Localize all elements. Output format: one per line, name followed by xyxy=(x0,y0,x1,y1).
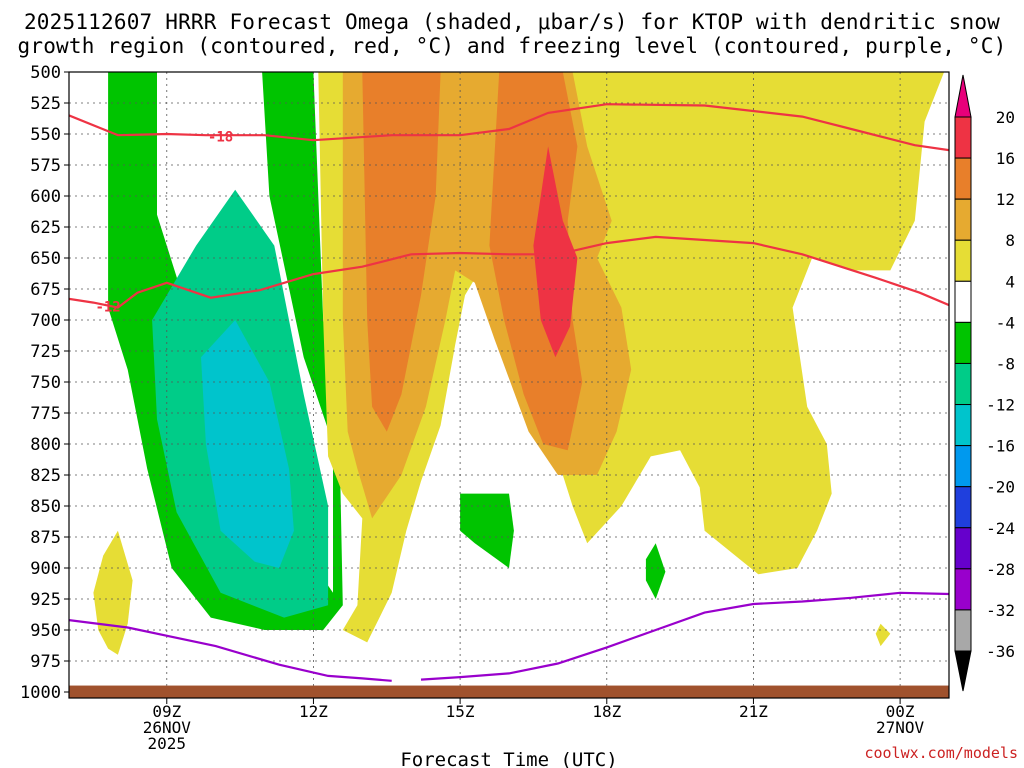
temperature-contours: -18 -12 xyxy=(69,103,949,682)
chart-title-line2: growth region (contoured, red, °C) and f… xyxy=(17,34,1007,58)
ground-surface xyxy=(69,685,949,698)
chart-title-line1: 2025112607 HRRR Forecast Omega (shaded, … xyxy=(23,10,1001,34)
y-tick-label: 525 xyxy=(30,94,61,114)
x-tick-label: 2025 xyxy=(148,734,187,753)
omega-region-7 xyxy=(533,146,578,358)
y-tick-label: 1000 xyxy=(20,683,61,703)
colorbar-swatch xyxy=(954,527,972,570)
contour-label: -18 xyxy=(208,129,233,145)
contour-freezing_level_0_b xyxy=(420,591,949,681)
colorbar-level-label: -36 xyxy=(986,642,1015,661)
x-tick-label: 00Z xyxy=(886,702,915,721)
x-tick-label: 09Z xyxy=(152,702,181,721)
contour-freezing_level_0 xyxy=(69,619,392,682)
y-tick-label: 775 xyxy=(30,404,61,424)
x-tick-label: 21Z xyxy=(739,702,768,721)
omega-region-0 xyxy=(108,72,343,630)
x-tick-label: 27NOV xyxy=(876,718,925,737)
omega-region-9 xyxy=(875,623,891,647)
y-tick-label: 550 xyxy=(30,125,61,145)
y-tick-label: 825 xyxy=(30,466,61,486)
y-tick-label: 500 xyxy=(30,63,61,83)
colorbar-level-label: -24 xyxy=(986,519,1015,538)
omega-region-8 xyxy=(93,530,133,655)
omega-shaded-field xyxy=(93,72,945,655)
colorbar-level-label: -12 xyxy=(986,396,1015,415)
colorbar-level-label: -32 xyxy=(986,601,1015,620)
omega-region-2 xyxy=(201,320,294,568)
colorbar-level-label: -4 xyxy=(996,313,1015,332)
colorbar-level-label: 20 xyxy=(996,108,1015,127)
colorbar-level-label: -28 xyxy=(986,560,1015,579)
site-credit: coolwx.com/models xyxy=(864,744,1018,762)
omega-region-3 xyxy=(318,72,945,643)
colorbar-level-label: -16 xyxy=(986,437,1015,456)
colorbar-level-label: -20 xyxy=(986,478,1015,497)
y-tick-label: 725 xyxy=(30,342,61,362)
x-tick-label: 12Z xyxy=(299,702,328,721)
y-tick-label: 850 xyxy=(30,497,61,517)
ground-band xyxy=(69,685,949,698)
y-tick-label: 925 xyxy=(30,590,61,610)
colorbar-level-label: 16 xyxy=(996,149,1015,168)
colorbar-level-label: -8 xyxy=(996,354,1015,373)
contour-dgz_-12 xyxy=(69,235,949,309)
colorbar-swatch xyxy=(954,321,972,364)
x-tick-label: 18Z xyxy=(592,702,621,721)
pressure-axis: 500 525 550 575 600 625 650 675 700 725 750 775 800 8… xyxy=(20,63,69,703)
omega-region-1 xyxy=(152,189,329,618)
y-tick-label: 675 xyxy=(30,280,61,300)
omega-region-5 xyxy=(362,72,441,432)
colorbar-swatch xyxy=(954,568,972,611)
x-tick-label: 26NOV xyxy=(143,718,192,737)
contour-dgz_-18 xyxy=(69,103,949,152)
x-axis-label: Forecast Time (UTC) xyxy=(400,749,617,768)
colorbar-swatch xyxy=(954,239,972,282)
colorbar-level-label: 8 xyxy=(1005,231,1015,250)
colorbar-swatch xyxy=(954,116,972,159)
colorbar-level-label: 12 xyxy=(996,190,1015,209)
colorbar-swatch xyxy=(954,445,972,488)
colorbar-swatch xyxy=(954,486,972,529)
colorbar-swatch xyxy=(954,609,972,652)
colorbar-swatch xyxy=(954,157,972,200)
omega-region-11 xyxy=(645,543,666,599)
contour-label: -12 xyxy=(95,299,120,315)
plot-gridlines xyxy=(69,71,949,693)
y-tick-label: 650 xyxy=(30,249,61,269)
y-tick-label: 600 xyxy=(30,187,61,207)
colorbar-swatch xyxy=(954,404,972,447)
y-tick-label: 950 xyxy=(30,621,61,641)
omega-region-4 xyxy=(342,72,632,519)
y-tick-label: 625 xyxy=(30,218,61,238)
y-tick-label: 975 xyxy=(30,652,61,672)
colorbar-level-label: 4 xyxy=(1005,272,1015,291)
colorbar-swatch xyxy=(954,362,972,406)
colorbar-top-arrow xyxy=(954,74,972,118)
omega-region-10 xyxy=(460,493,514,568)
y-tick-label: 700 xyxy=(30,311,61,331)
plot-frame xyxy=(68,71,950,699)
y-tick-label: 875 xyxy=(30,528,61,548)
x-tick-label: 15Z xyxy=(446,702,475,721)
colorbar-bottom-arrow xyxy=(954,650,972,692)
y-tick-label: 800 xyxy=(30,435,61,455)
omega-region-6 xyxy=(489,72,583,451)
colorbar-swatch xyxy=(954,198,972,241)
y-tick-label: 900 xyxy=(30,559,61,579)
y-tick-label: 750 xyxy=(30,373,61,393)
omega-colorbar: 20 16 12 8 4 -4 -8 -12 -16 -20 -24 -28 -32 -36 xyxy=(954,74,1015,692)
colorbar-swatch xyxy=(954,280,972,323)
y-tick-label: 575 xyxy=(30,156,61,176)
